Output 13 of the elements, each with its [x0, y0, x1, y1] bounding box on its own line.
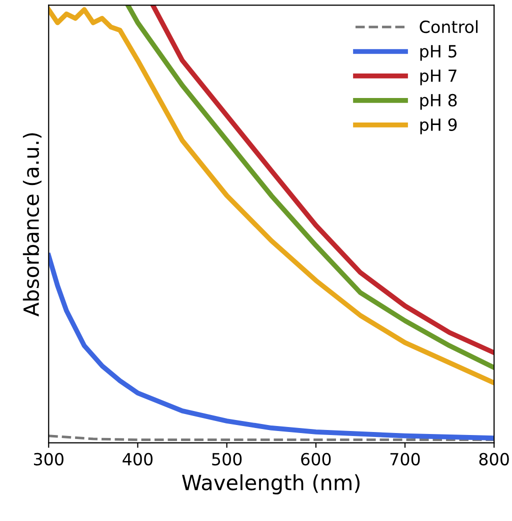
legend-label: Control	[420, 20, 478, 34]
legend-label: pH 5	[420, 45, 456, 61]
legend-label: pH 8	[420, 94, 457, 110]
x-tick-label: 400	[122, 452, 153, 466]
x-tick-label: 500	[212, 452, 242, 466]
x-tick-label: 300	[34, 452, 64, 466]
x-tick-label: 800	[479, 452, 509, 466]
y-axis-title: Absorbance (a.u.)	[22, 133, 42, 316]
x-tick-label: 700	[390, 452, 420, 466]
legend-label: pH 7	[420, 70, 456, 86]
legend-label: pH 9	[420, 118, 457, 134]
x-tick-label: 600	[301, 452, 331, 466]
x-axis-title: Wavelength (nm)	[182, 474, 360, 494]
